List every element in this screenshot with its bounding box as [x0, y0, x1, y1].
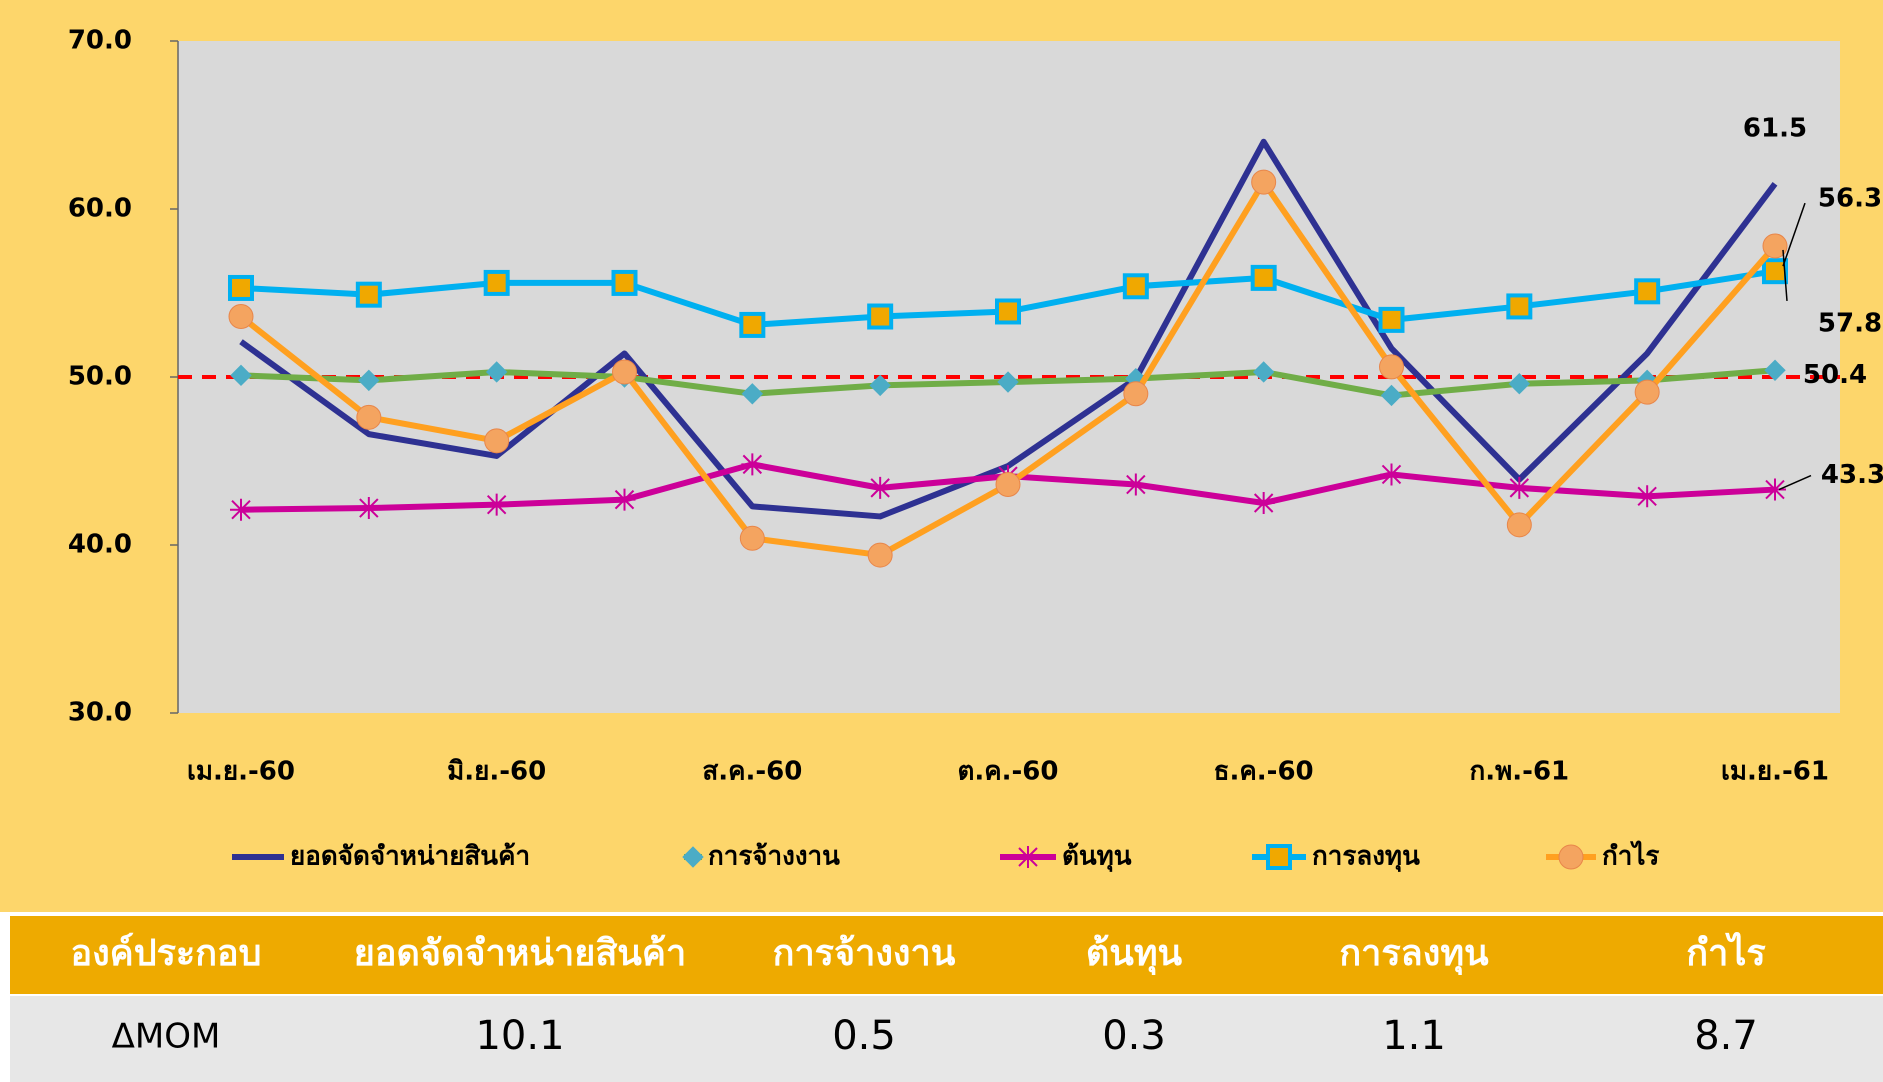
series-marker [357, 497, 380, 520]
series-marker [1379, 354, 1404, 380]
table-header: การจ้างงาน [773, 933, 956, 974]
series-marker [1252, 492, 1275, 514]
series-marker [355, 281, 382, 308]
series-marker [1762, 233, 1788, 259]
data-label: 50.4 [1803, 360, 1867, 390]
series-marker [995, 298, 1021, 325]
series-marker [995, 472, 1021, 498]
x-tick-label: ต.ค.-60 [957, 757, 1058, 787]
x-tick-label: ธ.ค.-60 [1214, 757, 1314, 787]
series-marker [483, 269, 510, 296]
x-tick-label: เม.ย.-60 [187, 757, 295, 787]
series-marker [612, 359, 637, 385]
series-marker [1250, 264, 1277, 291]
series-marker [1636, 485, 1659, 508]
series-marker [1634, 379, 1660, 405]
x-tick-label: ก.พ.-61 [1470, 757, 1570, 787]
data-label: 56.3 [1818, 184, 1882, 214]
series-marker [867, 542, 893, 568]
y-tick-label: 50.0 [68, 362, 132, 392]
series-marker [358, 369, 380, 392]
series-marker [1764, 478, 1786, 501]
series-marker [228, 304, 254, 330]
series-marker [1508, 373, 1531, 395]
series-marker [1123, 381, 1149, 407]
data-label: 61.5 [1743, 113, 1807, 143]
y-tick-label: 40.0 [68, 530, 132, 560]
series-marker [1252, 361, 1275, 383]
series-marker [484, 428, 510, 454]
series-marker [739, 311, 766, 338]
series-marker [613, 488, 636, 511]
data-label: 57.8 [1818, 308, 1882, 338]
series-marker [1762, 258, 1788, 285]
table-header: ต้นทุน [1086, 933, 1183, 976]
table-header: การลงทุน [1339, 933, 1489, 976]
data-label: 43.3 [1821, 460, 1883, 490]
legend-marker [1017, 846, 1039, 868]
series-marker [485, 361, 508, 383]
series-marker [1380, 384, 1403, 407]
series-marker [356, 404, 382, 430]
legend-label: ต้นทุน [1062, 842, 1132, 873]
series-marker [741, 453, 764, 476]
legend-label: การลงทุน [1312, 842, 1420, 873]
series-marker [869, 374, 891, 397]
table-cell: ΔMOM [112, 1017, 221, 1057]
legend-label: การจ้างงาน [708, 842, 840, 872]
series-marker [997, 371, 1019, 393]
x-tick-label: เม.ย.-61 [1721, 757, 1829, 787]
leader-line [1782, 202, 1806, 267]
series-marker [485, 493, 508, 516]
table-cell: 1.1 [1382, 1013, 1446, 1059]
table-row-band [10, 996, 1883, 1082]
legend-marker [1558, 844, 1584, 870]
y-tick-label: 70.0 [68, 26, 132, 56]
table-cell: 8.7 [1694, 1013, 1758, 1059]
series-marker [869, 476, 892, 499]
legend-marker [1266, 844, 1292, 870]
x-tick-label: ส.ค.-60 [702, 757, 802, 787]
y-tick-label: 60.0 [68, 194, 132, 224]
series-marker [611, 269, 638, 296]
table-header: องค์ประกอบ [70, 932, 261, 974]
series-marker [1506, 512, 1532, 538]
series-marker [230, 364, 252, 387]
series-marker [1122, 273, 1149, 300]
legend-label: ยอดจัดจำหน่ายสินค้า [290, 842, 530, 872]
series-marker [1764, 359, 1786, 381]
legend-label: กำไร [1602, 840, 1659, 872]
table-header: ยอดจัดจำหน่ายสินค้า [354, 933, 686, 974]
series-marker [1124, 473, 1147, 496]
series-marker [228, 274, 254, 301]
leader-line [1782, 249, 1788, 302]
series-marker [1634, 278, 1661, 305]
x-tick-label: มิ.ย.-60 [447, 757, 546, 787]
series-marker [230, 498, 252, 521]
table-cell: 0.3 [1102, 1013, 1166, 1059]
y-tick-label: 30.0 [68, 698, 132, 728]
series-marker [1251, 169, 1277, 195]
series-marker [867, 303, 894, 330]
table-cell: 0.5 [832, 1013, 896, 1059]
series-marker [1508, 476, 1531, 499]
series-marker [1506, 293, 1533, 320]
leader-line [1778, 474, 1812, 491]
legend-marker [682, 846, 704, 868]
table-header: กำไร [1686, 931, 1766, 974]
series-marker [1380, 463, 1403, 486]
series-marker [739, 525, 765, 551]
series-marker [1378, 306, 1405, 333]
table-cell: 10.1 [475, 1013, 564, 1059]
table-header-band [10, 916, 1883, 994]
series-marker [741, 383, 764, 405]
